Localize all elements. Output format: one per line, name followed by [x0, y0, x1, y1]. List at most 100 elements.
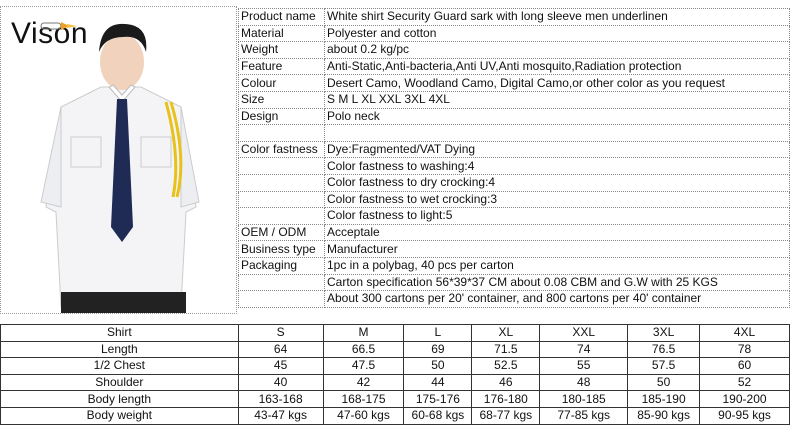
spec-label: Packaging	[238, 256, 325, 275]
spec-value: Color fastness to washing:4	[324, 157, 790, 175]
size-cell: 57.5	[627, 357, 701, 375]
spec-value: S M L XL XXL 3XL 4XL	[324, 90, 790, 109]
size-cell: 66.5	[322, 340, 405, 359]
pen-icon	[40, 22, 77, 30]
size-cell: 168-175	[322, 390, 405, 408]
size-cell: 69	[403, 340, 473, 359]
spec-row: Product name White shirt Security Guard s…	[238, 8, 790, 26]
size-cell: 45	[237, 357, 324, 375]
size-cell: 44	[403, 373, 473, 392]
size-cell: 42	[322, 373, 405, 392]
size-cell: 77-85 kgs	[539, 406, 629, 425]
spec-row: Weight about 0.2 kg/pc	[238, 41, 790, 59]
size-cell: 176-180	[471, 390, 541, 408]
size-row: Shoulder 40 42 44 46 48 50 52	[0, 373, 790, 392]
size-cell: 78	[699, 340, 790, 359]
size-row: Body weight 43-47 kgs 47-60 kgs 60-68 kgs 68…	[0, 406, 790, 425]
size-cell: 85-90 kgs	[627, 406, 701, 425]
size-cell: 90-95 kgs	[699, 406, 790, 425]
spec-label: Design	[238, 107, 325, 126]
spec-row: Business type Manufacturer	[238, 240, 790, 258]
size-cell: 50	[403, 357, 473, 375]
spec-label	[238, 157, 325, 175]
spec-value: about 0.2 kg/pc	[324, 41, 790, 59]
size-cell: 1/2 Chest	[0, 357, 239, 375]
spec-row: OEM / ODM Acceptale	[238, 223, 790, 242]
product-photo: Vison	[0, 6, 237, 314]
spec-value: Desert Camo, Woodland Camo, Digital Camo…	[324, 74, 790, 92]
spec-label: Feature	[238, 57, 325, 76]
spec-row: Feature Anti-Static,Anti-bacteria,Anti UV…	[238, 57, 790, 76]
spec-row: Colour Desert Camo, Woodland Camo, Digita…	[238, 74, 790, 92]
size-cell: L	[403, 324, 473, 342]
spec-row: Color fastness to wet crocking:3	[238, 190, 790, 209]
spec-value: Carton specification 56*39*37 CM about 0…	[324, 273, 790, 292]
size-row: Length 64 66.5 69 71.5 74 76.5 78	[0, 340, 790, 359]
spec-label: Colour	[238, 74, 325, 92]
spec-label	[238, 290, 325, 308]
size-cell: 40	[237, 373, 324, 392]
size-cell: 46	[471, 373, 541, 392]
spec-value: Anti-Static,Anti-bacteria,Anti UV,Anti m…	[324, 57, 790, 76]
size-cell: 4XL	[699, 324, 790, 342]
spec-label	[238, 273, 325, 292]
spec-value: White shirt Security Guard sark with lon…	[324, 8, 790, 26]
size-cell: Shoulder	[0, 373, 239, 392]
spec-value: Acceptale	[324, 223, 790, 242]
spec-label: Weight	[238, 41, 325, 59]
size-cell: XL	[471, 324, 541, 342]
size-cell: 55	[539, 357, 629, 375]
size-cell: 47.5	[322, 357, 405, 375]
size-cell: 43-47 kgs	[237, 406, 324, 425]
spec-row: Design Polo neck	[238, 107, 790, 126]
spec-value: Color fastness to dry crocking:4	[324, 173, 790, 192]
size-cell: Length	[0, 340, 239, 359]
size-cell: 50	[627, 373, 701, 392]
size-cell: 68-77 kgs	[471, 406, 541, 425]
spec-label: Business type	[238, 240, 325, 258]
spec-label	[238, 173, 325, 192]
spec-value: About 300 cartons per 20' container, and…	[324, 290, 790, 308]
size-cell: 60-68 kgs	[403, 406, 473, 425]
size-cell: 64	[237, 340, 324, 359]
spec-row: Color fastness Dye:Fragmented/VAT Dying	[238, 140, 790, 159]
size-cell: 48	[539, 373, 629, 392]
spec-row: Packaging 1pc in a polybag, 40 pcs per ca…	[238, 256, 790, 275]
product-spec-table: Product name White shirt Security Guard s…	[238, 8, 790, 308]
spec-label: Product name	[238, 8, 325, 26]
spec-row: Color fastness to washing:4	[238, 157, 790, 175]
size-cell: 76.5	[627, 340, 701, 359]
spec-label: Size	[238, 90, 325, 109]
spec-row: Carton specification 56*39*37 CM about 0…	[238, 273, 790, 292]
spec-label: Material	[238, 24, 325, 43]
size-cell: 52	[699, 373, 790, 392]
spec-row: Color fastness to dry crocking:4	[238, 173, 790, 192]
size-cell: 74	[539, 340, 629, 359]
spec-row: About 300 cartons per 20' container, and…	[238, 290, 790, 308]
spec-row	[238, 124, 790, 142]
size-cell: 60	[699, 357, 790, 375]
size-cell: 190-200	[699, 390, 790, 408]
size-cell: S	[237, 324, 324, 342]
model-in-white-shirt-image	[40, 23, 200, 313]
size-cell: 185-190	[627, 390, 701, 408]
spec-label: Color fastness	[238, 140, 325, 159]
spec-value: Dye:Fragmented/VAT Dying	[324, 140, 790, 159]
spec-label	[238, 207, 325, 225]
size-cell: 71.5	[471, 340, 541, 359]
size-cell: Shirt	[0, 324, 239, 342]
size-chart-table: Shirt S M L XL XXL 3XL 4XL Length 64 66.5 69 71.5 74 7…	[0, 324, 790, 425]
spec-value: Polyester and cotton	[324, 24, 790, 43]
size-cell: 3XL	[627, 324, 701, 342]
spec-value: Polo neck	[324, 107, 790, 126]
size-row: 1/2 Chest 45 47.5 50 52.5 55 57.5 60	[0, 357, 790, 375]
size-cell: 180-185	[539, 390, 629, 408]
size-cell: 47-60 kgs	[322, 406, 405, 425]
spec-value: 1pc in a polybag, 40 pcs per carton	[324, 256, 790, 275]
size-cell: Body length	[0, 390, 239, 408]
spec-row: Size S M L XL XXL 3XL 4XL	[238, 90, 790, 109]
size-cell: M	[322, 324, 405, 342]
spec-row: Material Polyester and cotton	[238, 24, 790, 43]
size-cell: Body weight	[0, 406, 239, 425]
spec-label	[238, 190, 325, 209]
